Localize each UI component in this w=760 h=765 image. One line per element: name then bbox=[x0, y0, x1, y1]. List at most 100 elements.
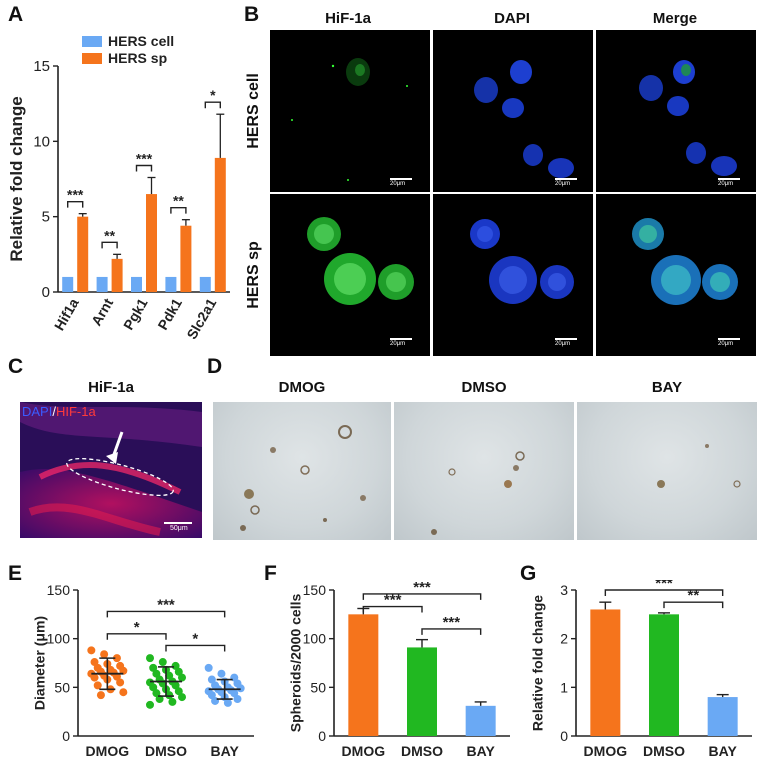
data-point bbox=[168, 697, 177, 706]
data-point bbox=[230, 689, 239, 698]
y-tick-label: 0 bbox=[62, 728, 70, 744]
x-tick-label: DMOG bbox=[86, 743, 130, 759]
y-tick-label: 15 bbox=[33, 58, 50, 75]
data-point bbox=[152, 669, 161, 678]
significance-label: *** bbox=[136, 150, 153, 166]
data-point bbox=[178, 693, 186, 702]
legend-swatch-1 bbox=[82, 53, 102, 64]
col-header-dmso: DMSO bbox=[461, 379, 507, 396]
data-point bbox=[158, 658, 167, 667]
significance-bracket bbox=[604, 589, 724, 596]
x-tick-label: Pgk1 bbox=[120, 295, 151, 332]
x-tick-label: DMSO bbox=[643, 743, 685, 759]
image-hers-sp-merge: 20μm bbox=[596, 194, 756, 356]
significance-bracket bbox=[106, 633, 167, 640]
bar-hers-sp bbox=[214, 157, 226, 292]
significance-label: ** bbox=[173, 193, 184, 209]
data-point bbox=[149, 683, 158, 692]
data-point bbox=[236, 684, 245, 693]
bar-dmog bbox=[348, 614, 379, 736]
col-header-dapi: DAPI bbox=[494, 10, 530, 27]
significance-label: * bbox=[210, 87, 216, 103]
bar-bay bbox=[465, 705, 496, 736]
significance-label: * bbox=[134, 619, 140, 636]
image-hers-cell-dapi: 20μm bbox=[433, 30, 593, 192]
panel-label-g: G bbox=[520, 562, 537, 585]
col-header-dmog: DMOG bbox=[278, 379, 326, 396]
image-dmso-brightfield bbox=[394, 402, 574, 540]
data-point bbox=[96, 691, 105, 700]
image-hers-cell-merge: 20μm bbox=[596, 30, 756, 192]
significance-label: *** bbox=[157, 596, 175, 613]
chart-a: 0 5 10 15 Relative fold change HERS cellHERS … bbox=[7, 33, 230, 342]
bar-bay bbox=[707, 697, 738, 736]
y-tick-label: 2 bbox=[560, 631, 568, 647]
significance-label: * bbox=[192, 630, 198, 647]
bar-hers-cell bbox=[62, 276, 74, 292]
significance-bracket bbox=[204, 101, 221, 109]
data-point bbox=[207, 675, 216, 684]
row-label-hers-sp: HERS sp bbox=[245, 241, 262, 309]
y-tick-label: 0 bbox=[560, 728, 568, 744]
panel-label-a: A bbox=[8, 3, 24, 26]
data-point bbox=[119, 688, 128, 697]
image-hif-tissue: DAPI/HIF-1a 50μm bbox=[20, 402, 202, 538]
data-point bbox=[178, 673, 186, 682]
x-tick-label: DMOG bbox=[342, 743, 386, 759]
significance-bracket bbox=[135, 164, 153, 172]
y-tick-label: 100 bbox=[47, 631, 71, 647]
significance-bracket bbox=[170, 206, 187, 214]
data-point bbox=[90, 658, 99, 667]
legend-swatch-0 bbox=[82, 36, 102, 47]
image-hers-cell-hif: 20μm bbox=[270, 30, 430, 192]
data-point bbox=[93, 681, 102, 690]
significance-bracket bbox=[421, 628, 482, 635]
y-axis-label: Relative fold change bbox=[7, 96, 26, 261]
image-bay-brightfield bbox=[577, 402, 757, 540]
data-point bbox=[171, 661, 180, 670]
significance-bracket bbox=[165, 644, 226, 652]
legend-label-0: HERS cell bbox=[108, 33, 174, 49]
bar-dmog bbox=[590, 609, 621, 736]
significance-bracket bbox=[106, 610, 226, 618]
y-tick-label: 1 bbox=[560, 679, 568, 695]
bar-hers-cell bbox=[199, 276, 211, 292]
y-tick-label: 150 bbox=[47, 582, 71, 598]
data-point bbox=[90, 673, 99, 682]
bar-dmso bbox=[407, 647, 437, 736]
data-point bbox=[112, 672, 121, 681]
panel-label-f: F bbox=[264, 562, 277, 585]
data-point bbox=[165, 691, 174, 700]
x-tick-label: DMSO bbox=[145, 743, 187, 759]
data-point bbox=[207, 691, 216, 700]
x-tick-label: BAY bbox=[467, 743, 496, 759]
significance-label: *** bbox=[655, 580, 673, 592]
y-axis-label: Spheroids/2000 cells bbox=[287, 594, 303, 733]
data-point bbox=[233, 695, 242, 704]
significance-bracket bbox=[101, 241, 118, 249]
bar-hers-sp bbox=[111, 258, 123, 292]
x-tick-label: Slc2a1 bbox=[183, 295, 219, 342]
y-tick-label: 50 bbox=[310, 679, 326, 695]
data-point bbox=[174, 667, 183, 676]
data-point bbox=[100, 650, 109, 659]
data-point bbox=[165, 671, 174, 680]
data-point bbox=[211, 696, 220, 705]
data-point bbox=[217, 669, 226, 678]
data-point bbox=[223, 698, 232, 707]
y-tick-label: 0 bbox=[42, 284, 50, 301]
panel-label-d: D bbox=[207, 355, 223, 378]
x-tick-label: DMOG bbox=[584, 743, 628, 759]
y-tick-label: 100 bbox=[303, 631, 327, 647]
panel-c-title: HiF-1a bbox=[88, 379, 134, 396]
y-axis-label: Relative fold change bbox=[529, 595, 545, 731]
x-tick-label: Pdk1 bbox=[154, 295, 185, 332]
image-hers-sp-dapi: 20μm bbox=[433, 194, 593, 356]
legend-label-1: HERS sp bbox=[108, 50, 167, 66]
col-header-hif: HiF-1a bbox=[325, 10, 371, 27]
row-label-hers-cell: HERS cell bbox=[245, 73, 262, 149]
significance-label: *** bbox=[413, 580, 431, 596]
x-tick-label: DMSO bbox=[401, 743, 443, 759]
